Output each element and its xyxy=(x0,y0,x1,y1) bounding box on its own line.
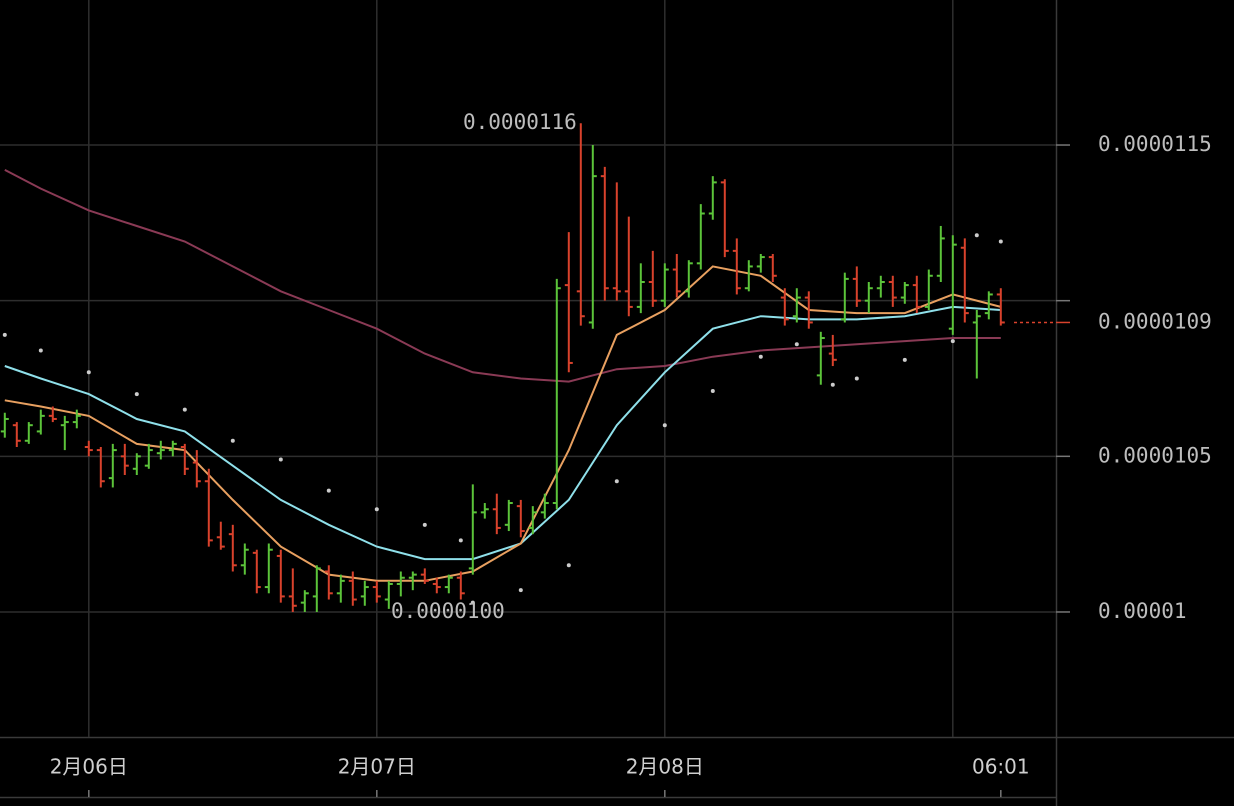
sar-dot xyxy=(974,233,979,238)
sar-dot xyxy=(614,479,619,484)
x-tick-label: 06:01 xyxy=(972,755,1030,779)
sar-dot xyxy=(230,438,235,443)
y-tick-label: 0.00001 xyxy=(1098,599,1187,623)
sar-dot xyxy=(830,382,835,387)
extreme-label: 0.0000116 xyxy=(463,110,577,134)
x-tick-label: 2月07日 xyxy=(338,755,416,779)
sar-dot xyxy=(278,457,283,462)
sar-dot xyxy=(86,370,91,375)
last-price-label: 0.0000109 xyxy=(1098,309,1212,333)
y-tick-label: 0.0000115 xyxy=(1098,132,1212,156)
sar-dot xyxy=(458,538,463,543)
sar-dot xyxy=(854,376,859,381)
sar-dot xyxy=(374,507,379,512)
sar-dot xyxy=(182,407,187,412)
moving-average-line xyxy=(4,305,1001,561)
sar-dot xyxy=(662,423,667,428)
sar-dot xyxy=(38,348,43,353)
sar-dot xyxy=(758,354,763,359)
sar-dot xyxy=(470,600,475,605)
sar-dot xyxy=(998,239,1003,244)
sar-dot xyxy=(710,388,715,393)
sar-dot xyxy=(326,488,331,493)
extreme-label: 0.0000100 xyxy=(391,599,505,623)
y-tick-label: 0.0000105 xyxy=(1098,443,1212,467)
sar-dot xyxy=(2,332,7,337)
sar-dot xyxy=(422,522,427,527)
sar-dot xyxy=(134,392,139,397)
sar-dot xyxy=(566,563,571,568)
sar-dot xyxy=(518,588,523,593)
sar-dot xyxy=(902,357,907,362)
x-tick-label: 2月08日 xyxy=(626,755,704,779)
x-tick-label: 2月06日 xyxy=(50,755,128,779)
sar-dot xyxy=(794,342,799,347)
sar-dot xyxy=(950,339,955,344)
